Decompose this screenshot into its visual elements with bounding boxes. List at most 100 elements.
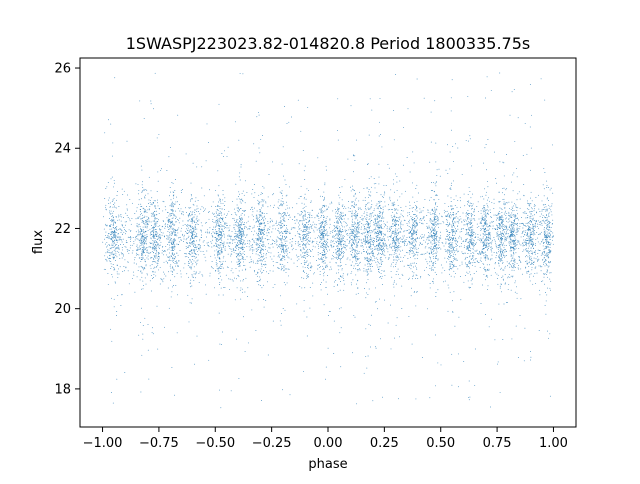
data-point — [355, 256, 357, 258]
data-point — [242, 234, 244, 236]
data-point — [115, 228, 117, 230]
data-point — [171, 257, 173, 259]
data-point — [453, 253, 455, 255]
data-point — [212, 219, 214, 221]
data-point — [471, 244, 473, 246]
data-point — [352, 241, 354, 243]
data-point — [420, 237, 422, 239]
data-point — [512, 223, 514, 225]
data-point — [149, 200, 151, 202]
data-point — [523, 224, 524, 226]
data-point — [112, 224, 114, 225]
data-point — [212, 267, 214, 269]
data-point — [285, 184, 287, 186]
data-point — [486, 270, 488, 272]
data-point — [460, 238, 462, 240]
data-point — [243, 240, 245, 242]
data-point — [240, 228, 242, 230]
data-point — [474, 265, 476, 267]
data-point — [173, 229, 175, 231]
data-point — [368, 268, 370, 270]
data-point — [219, 245, 221, 246]
data-point — [218, 273, 220, 275]
data-point — [336, 213, 338, 215]
data-point — [137, 270, 139, 272]
data-point — [473, 252, 475, 254]
data-point — [240, 237, 241, 239]
data-point — [280, 219, 282, 221]
data-point — [483, 219, 485, 221]
data-point — [190, 227, 192, 229]
data-point — [264, 230, 266, 232]
data-point — [269, 256, 271, 258]
data-point — [309, 217, 311, 219]
data-point — [322, 273, 324, 275]
data-point — [538, 227, 540, 229]
data-point — [487, 285, 489, 287]
data-point — [513, 226, 515, 228]
data-point — [530, 253, 532, 254]
data-point — [506, 233, 508, 235]
data-point — [355, 268, 356, 270]
data-point — [488, 226, 489, 228]
data-point — [195, 218, 197, 220]
data-point — [504, 226, 506, 228]
data-point — [375, 205, 377, 207]
data-point — [541, 200, 543, 202]
data-point — [485, 259, 487, 261]
data-point — [114, 234, 116, 235]
data-point — [263, 227, 265, 229]
data-point — [111, 265, 113, 267]
data-point — [133, 262, 135, 264]
data-point — [449, 267, 451, 269]
data-point — [194, 227, 196, 229]
data-point — [221, 237, 223, 239]
data-point — [545, 220, 547, 222]
data-point — [124, 229, 125, 231]
data-point — [519, 207, 521, 209]
data-point — [287, 207, 289, 209]
data-point — [417, 192, 419, 194]
data-point — [453, 217, 455, 219]
data-point — [535, 266, 537, 268]
data-point — [357, 280, 359, 282]
data-point — [449, 273, 451, 275]
data-point — [466, 213, 468, 215]
data-point — [280, 222, 282, 224]
data-point — [180, 273, 182, 275]
data-point — [409, 232, 411, 234]
data-point — [162, 281, 164, 283]
data-point — [545, 210, 547, 212]
data-point — [218, 236, 220, 238]
data-point — [158, 213, 160, 215]
data-point — [149, 201, 151, 203]
data-point — [372, 249, 374, 251]
data-point — [184, 263, 186, 265]
data-point — [527, 224, 529, 226]
data-point — [528, 222, 529, 224]
data-point — [545, 259, 547, 261]
data-point — [364, 211, 365, 213]
data-point — [282, 212, 284, 214]
data-point — [429, 397, 431, 399]
data-point — [500, 222, 502, 224]
data-point — [173, 205, 175, 207]
data-point — [236, 204, 238, 206]
data-point — [161, 226, 163, 228]
data-point — [228, 278, 230, 280]
data-point — [171, 232, 173, 234]
data-point — [320, 221, 322, 223]
data-point — [339, 216, 341, 218]
data-point — [156, 231, 158, 233]
data-point — [353, 171, 354, 173]
data-point — [495, 232, 497, 234]
data-point — [454, 251, 456, 253]
data-point — [219, 282, 221, 284]
data-point — [471, 238, 473, 240]
data-point — [318, 223, 320, 225]
data-point — [193, 230, 195, 232]
data-point — [511, 267, 513, 268]
data-point — [176, 263, 178, 265]
data-point — [154, 223, 156, 225]
data-point — [220, 212, 222, 214]
